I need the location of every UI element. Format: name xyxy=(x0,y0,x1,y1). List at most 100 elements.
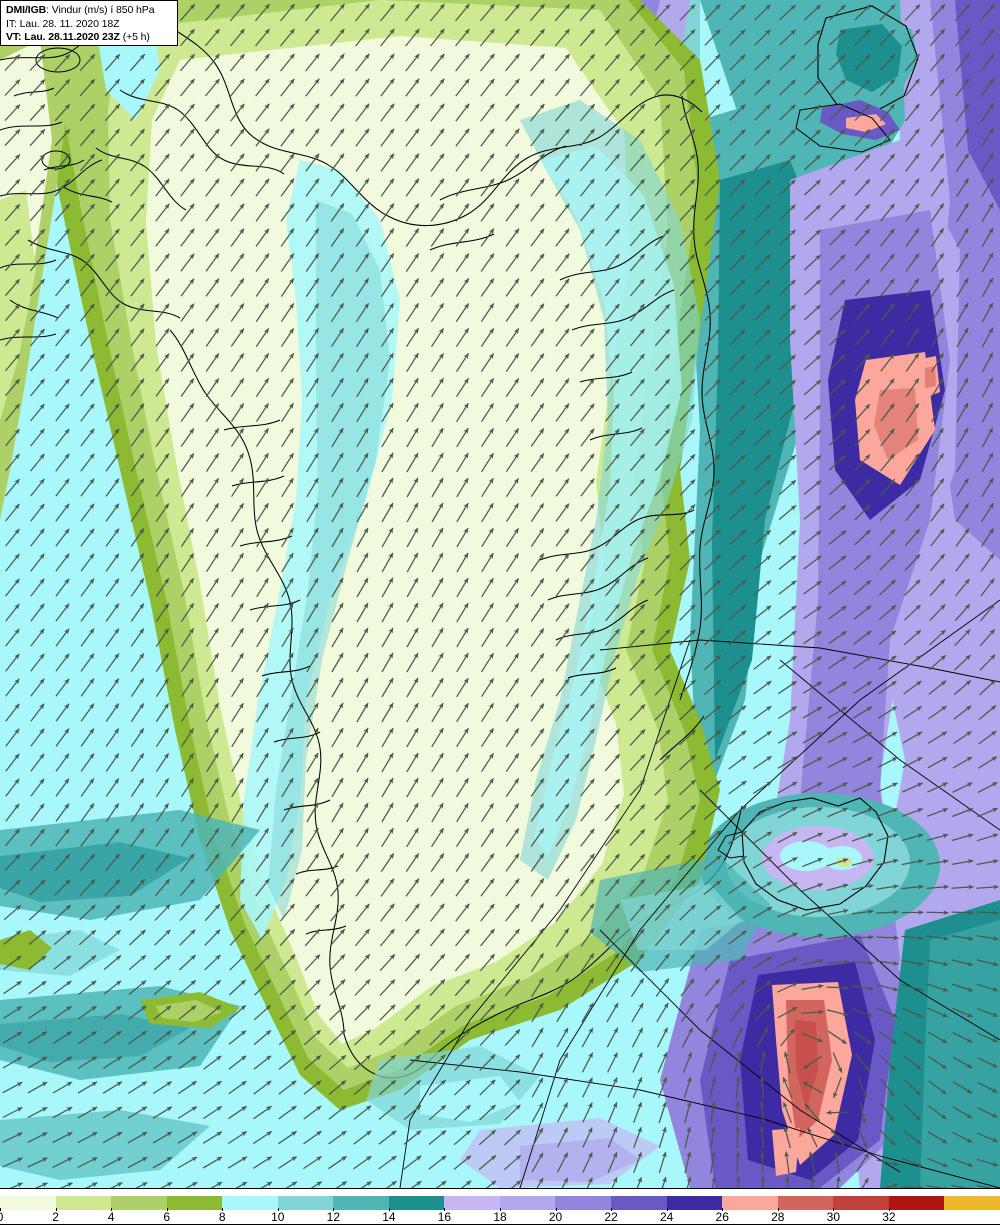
wind-arrow xyxy=(704,104,721,121)
wind-arrow xyxy=(29,78,46,97)
wind-arrow xyxy=(230,178,245,197)
wind-arrow xyxy=(905,103,920,122)
wind-arrow xyxy=(280,253,295,272)
wind-arrow xyxy=(30,403,45,422)
wind-arrow xyxy=(854,54,871,71)
wind-arrow xyxy=(330,302,345,323)
valid-time-label: VT: Lau. 28.11.2020 23Z xyxy=(6,31,120,43)
wind-arrow xyxy=(430,327,445,348)
wind-arrow xyxy=(104,103,121,122)
wind-arrow xyxy=(79,178,96,197)
wind-arrow xyxy=(305,178,320,197)
wind-arrow xyxy=(29,103,46,122)
wind-arrow xyxy=(854,79,871,96)
colorbar-band xyxy=(55,1196,112,1210)
wind-arrow xyxy=(804,79,821,96)
wind-arrow xyxy=(905,278,920,297)
wind-arrow xyxy=(929,28,946,47)
colorbar-band xyxy=(944,1196,1000,1210)
wind-arrow xyxy=(54,53,71,72)
wind-arrow xyxy=(530,278,545,297)
colorbar-band xyxy=(555,1196,612,1210)
wind-arrow xyxy=(380,153,395,172)
wind-arrow xyxy=(380,278,395,297)
colorbar-band xyxy=(611,1196,667,1210)
wind-arrow xyxy=(480,328,495,347)
wind-arrow xyxy=(580,278,595,297)
wind-arrow xyxy=(480,128,495,147)
wind-arrow xyxy=(804,104,821,121)
wind-arrow xyxy=(455,178,470,197)
wind-arrow xyxy=(305,153,320,172)
wind-arrow xyxy=(330,3,345,22)
wind-arrow xyxy=(778,404,797,421)
wind-arrow xyxy=(759,1151,765,1174)
wind-arrow xyxy=(679,103,696,122)
wind-arrow xyxy=(505,78,520,97)
wind-arrow xyxy=(480,402,495,423)
wind-arrow xyxy=(580,228,595,247)
wind-arrow xyxy=(155,253,170,272)
wind-arrow xyxy=(305,228,320,247)
wind-arrow xyxy=(704,129,721,146)
wind-arrow xyxy=(904,4,921,21)
wind-arrow xyxy=(280,153,295,172)
wind-arrow xyxy=(280,278,295,297)
wind-arrow xyxy=(105,353,120,372)
wind-arrow xyxy=(480,203,495,222)
wind-arrow xyxy=(330,128,345,147)
wind-arrow xyxy=(654,353,671,372)
wind-arrow-field xyxy=(2,3,999,1188)
wind-arrow xyxy=(629,53,646,72)
wind-arrow xyxy=(130,353,145,372)
wind-arrow xyxy=(30,428,45,447)
wind-arrow xyxy=(555,303,570,322)
wind-arrow xyxy=(229,3,246,22)
wind-arrow xyxy=(679,178,696,197)
weather-map-canvas[interactable] xyxy=(0,0,1000,1188)
colorbar-band xyxy=(499,1196,556,1210)
wind-arrow xyxy=(829,279,846,296)
wind-arrow xyxy=(431,402,444,423)
wind-arrow xyxy=(29,278,46,297)
wind-arrow xyxy=(779,79,796,96)
wind-arrow xyxy=(331,427,344,448)
wind-arrow xyxy=(4,303,21,322)
wind-arrow xyxy=(829,404,846,421)
wind-arrow xyxy=(879,128,896,147)
wind-arrow xyxy=(854,378,871,397)
wind-arrow xyxy=(629,78,646,97)
wind-arrow xyxy=(754,254,771,271)
colorbar-tick: 16 xyxy=(437,1210,452,1224)
wind-arrow xyxy=(779,329,796,346)
wind-arrow xyxy=(105,228,120,247)
wind-arrow xyxy=(554,53,571,72)
wind-arrow xyxy=(555,353,570,372)
wind-arrow xyxy=(854,29,871,46)
colorbar-tick: 0 xyxy=(0,1210,3,1224)
wind-arrow xyxy=(455,128,470,147)
wind-arrow xyxy=(530,178,545,197)
wind-arrow xyxy=(104,78,121,97)
wind-arrow xyxy=(180,153,195,172)
wind-arrow xyxy=(355,28,370,47)
wind-arrow xyxy=(956,227,969,248)
wind-arrow xyxy=(754,179,771,196)
valid-time-line: VT: Lau. 28.11.2020 23Z (+5 h) xyxy=(6,31,173,45)
wind-arrow xyxy=(629,103,646,122)
colorbar-tick: 10 xyxy=(271,1210,285,1224)
wind-arrow xyxy=(955,103,970,122)
wind-arrow xyxy=(480,28,495,47)
wind-arrow xyxy=(605,178,620,197)
wind-arrow xyxy=(754,229,771,246)
wind-arrow xyxy=(956,252,969,273)
wind-arrow xyxy=(455,153,470,172)
wind-arrow xyxy=(280,28,295,47)
wind-arrow xyxy=(880,203,895,222)
wind-arrow xyxy=(629,3,646,22)
wind-arrow xyxy=(129,78,146,97)
wind-arrow xyxy=(155,103,170,122)
wind-arrow xyxy=(630,403,645,422)
wind-arrow xyxy=(456,402,469,423)
wind-arrow xyxy=(704,204,721,221)
